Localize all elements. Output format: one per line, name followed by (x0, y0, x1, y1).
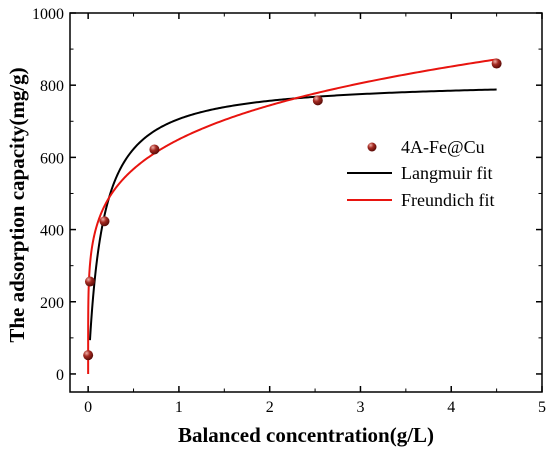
plot-layer (83, 58, 502, 374)
x-tick-label: 3 (356, 399, 364, 416)
y-tick-label: 400 (40, 223, 64, 240)
tick-layer: 0 1 2 3 4 5 0 200 400 600 800 1000 (32, 6, 546, 416)
y-tick-label: 600 (40, 150, 64, 167)
x-tick-label: 5 (538, 399, 546, 416)
x-tick-label: 0 (84, 399, 92, 416)
fit-curve-langmuir (88, 88, 497, 341)
legend: 4A-Fe@Cu Langmuir fit Freundich fit (347, 137, 494, 210)
data-point (491, 58, 502, 69)
x-axis-title: Balanced concentration(g/L) (178, 423, 434, 447)
y-tick-label: 0 (56, 367, 64, 384)
y-tick-label: 800 (40, 78, 64, 95)
x-tick-label: 2 (266, 399, 274, 416)
y-axis-title: The adsorption capacity(mg/g) (5, 67, 29, 342)
y-tick-label: 200 (40, 295, 64, 312)
y-tick-label: 1000 (32, 6, 64, 23)
data-point (83, 350, 94, 361)
legend-label-scatter: 4A-Fe@Cu (401, 137, 485, 157)
axes-layer (69, 12, 543, 393)
data-point (149, 144, 160, 155)
x-tick-label: 1 (175, 399, 183, 416)
plot-frame (69, 12, 543, 393)
data-point (84, 276, 95, 287)
legend-label-freundlich: Freundich fit (401, 190, 494, 210)
legend-label-langmuir: Langmuir fit (401, 163, 492, 183)
data-point (99, 216, 110, 227)
data-point (312, 95, 323, 106)
fit-curve-freundlich (87, 58, 497, 374)
x-tick-label: 4 (447, 399, 455, 416)
legend-marker-scatter (367, 142, 377, 152)
